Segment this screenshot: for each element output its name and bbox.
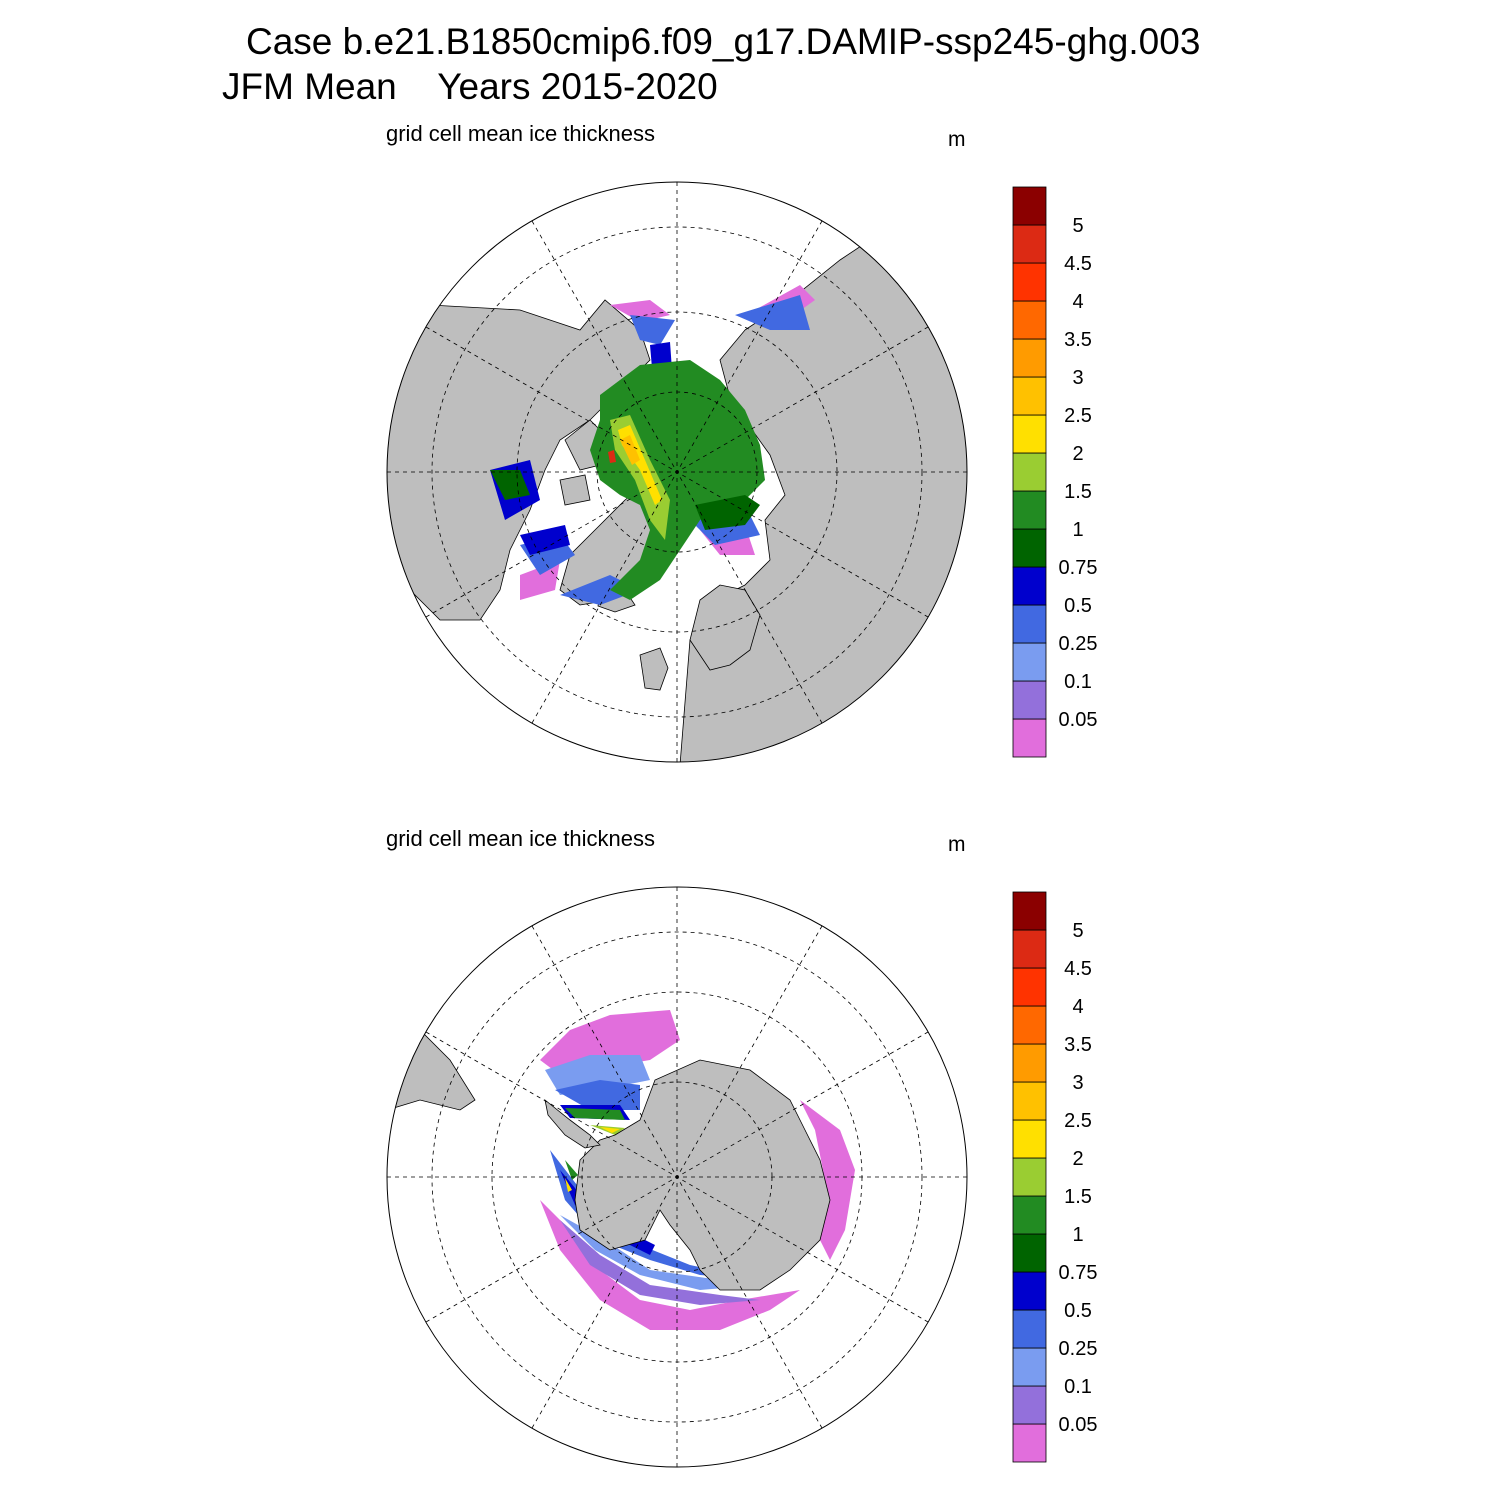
- south-colorbar-box-10: [1012, 1043, 1047, 1083]
- south-ice-band-0.05: [540, 1010, 855, 1330]
- south-colorbar-label: 0.75: [1059, 1262, 1098, 1284]
- south-colorbar-box-1: [1012, 1385, 1047, 1425]
- south-colorbar-label: 5: [1072, 920, 1083, 942]
- south-colorbar-box-13: [1012, 929, 1047, 969]
- north-colorbar-box-4: [1012, 566, 1047, 606]
- north-colorbar-box-12: [1012, 262, 1047, 302]
- south-colorbar-box-12: [1012, 967, 1047, 1007]
- north-polar-map: [386, 181, 968, 763]
- north-colorbar-label: 3: [1072, 367, 1083, 389]
- south-colorbar-label: 4: [1072, 996, 1083, 1018]
- south-colorbar-label: 2.5: [1064, 1110, 1092, 1132]
- south-colorbar-label: 0.1: [1064, 1376, 1092, 1398]
- south-colorbar-box-5: [1012, 1233, 1047, 1273]
- south-colorbar-box-4: [1012, 1271, 1047, 1311]
- north-colorbar-label: 0.25: [1059, 633, 1098, 655]
- north-colorbar-label: 3.5: [1064, 329, 1092, 351]
- south-colorbar-box-3: [1012, 1309, 1047, 1349]
- south-colorbar-label: 0.05: [1059, 1414, 1098, 1436]
- north-land-scandinavia: [689, 584, 761, 671]
- south-land-antarctic-peninsula: [544, 1099, 601, 1149]
- south-colorbar-label: 3: [1072, 1072, 1083, 1094]
- south-colorbar-label: 2: [1072, 1148, 1083, 1170]
- north-colorbar-box-8: [1012, 414, 1047, 454]
- figure-title-case: Case b.e21.B1850cmip6.f09_g17.DAMIP-ssp2…: [246, 21, 1201, 62]
- north-colorbar-label: 5: [1072, 215, 1083, 237]
- south-colorbar-box-2: [1012, 1347, 1047, 1387]
- south-polar-map: [386, 886, 968, 1468]
- north-colorbar-box-13: [1012, 224, 1047, 264]
- north-ice-band-3: [620, 435, 640, 465]
- south-colorbar-box-0: [1012, 1423, 1047, 1463]
- south-colorbar: 0.05 0.1 0.25 0.5 0.75 1 1.5 2 2.5 3 3.5 4 4.5 5: [1012, 891, 1098, 1463]
- south-colorbar-label: 3.5: [1064, 1034, 1092, 1056]
- figure-title-period: JFM Mean Years 2015-2020: [222, 66, 718, 107]
- north-ice-band-0.75: [490, 342, 672, 555]
- north-colorbar-label: 4.5: [1064, 253, 1092, 275]
- south-colorbar-label: 1.5: [1064, 1186, 1092, 1208]
- south-graticule: [387, 887, 967, 1467]
- north-colorbar-label: 1.5: [1064, 481, 1092, 503]
- north-colorbar-label: 0.75: [1059, 557, 1098, 579]
- south-colorbar-label: 1: [1072, 1224, 1083, 1246]
- north-panel-variable-label: grid cell mean ice thickness: [386, 121, 656, 146]
- south-colorbar-box-9: [1012, 1081, 1047, 1121]
- north-colorbar-box-2: [1012, 642, 1047, 682]
- north-land-north-america: [387, 299, 651, 621]
- south-colorbar-box-14: [1012, 891, 1047, 931]
- north-colorbar-box-14: [1012, 186, 1047, 226]
- south-ice-band-1.5: [565, 1108, 625, 1180]
- north-colorbar-box-6: [1012, 490, 1047, 530]
- north-panel-units: m: [948, 128, 966, 151]
- north-colorbar-label: 2: [1072, 443, 1083, 465]
- north-graticule: [387, 182, 967, 762]
- north-colorbar-box-9: [1012, 376, 1047, 416]
- north-colorbar-label: 0.1: [1064, 671, 1092, 693]
- north-colorbar-label: 2.5: [1064, 405, 1092, 427]
- north-ice-band-1.5: [590, 360, 765, 600]
- north-colorbar-box-11: [1012, 300, 1047, 340]
- north-ice-band-5: [608, 450, 616, 463]
- north-colorbar-box-1: [1012, 680, 1047, 720]
- south-colorbar-box-8: [1012, 1119, 1047, 1159]
- north-colorbar-box-5: [1012, 528, 1047, 568]
- south-colorbar-box-6: [1012, 1195, 1047, 1235]
- south-ice-band-0.25: [545, 1055, 760, 1290]
- south-ice-band-0.1: [560, 1220, 760, 1305]
- north-colorbar-box-3: [1012, 604, 1047, 644]
- south-colorbar-label: 0.25: [1059, 1338, 1098, 1360]
- north-colorbar-label: 0.5: [1064, 595, 1092, 617]
- south-land-antarctica: [574, 1059, 831, 1291]
- south-colorbar-label: 0.5: [1064, 1300, 1092, 1322]
- north-colorbar: 0.05 0.1 0.25 0.5 0.75 1 1.5 2 2.5 3 3.5 4 4.5 5: [1012, 186, 1098, 758]
- south-colorbar-box-11: [1012, 1005, 1047, 1045]
- north-colorbar-label: 1: [1072, 519, 1083, 541]
- north-colorbar-label: 0.05: [1059, 709, 1098, 731]
- north-colorbar-box-0: [1012, 718, 1047, 758]
- north-colorbar-label: 4: [1072, 291, 1083, 313]
- south-colorbar-box-7: [1012, 1157, 1047, 1197]
- south-panel-units: m: [948, 833, 966, 856]
- north-colorbar-box-10: [1012, 338, 1047, 378]
- north-colorbar-box-7: [1012, 452, 1047, 492]
- south-colorbar-label: 4.5: [1064, 958, 1092, 980]
- south-panel-variable-label: grid cell mean ice thickness: [386, 826, 656, 851]
- north-ice-band-0.25: [520, 295, 810, 605]
- north-land-british-isles: [639, 647, 669, 691]
